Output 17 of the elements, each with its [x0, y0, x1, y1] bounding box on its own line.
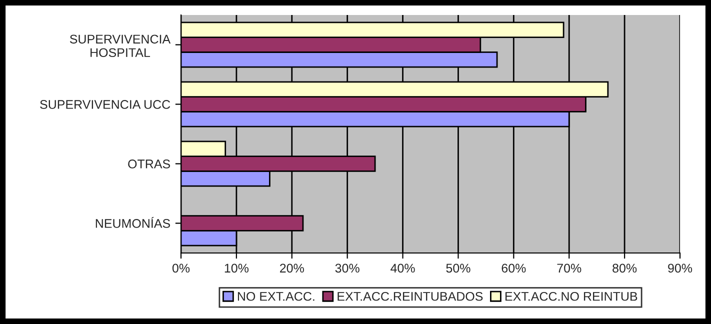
- y-tick-label: SUPERVIVENCIA HOSPITAL: [70, 34, 171, 58]
- x-tick-label: 60%: [502, 264, 526, 273]
- x-tick-label: 90%: [668, 264, 692, 273]
- x-tick-label: 10%: [224, 264, 249, 273]
- y-tick-label: NEUMONÍAS: [96, 216, 170, 228]
- y-tick-label: OTRAS: [128, 160, 170, 168]
- x-tick-label: 40%: [390, 264, 415, 273]
- legend-label: NO EXT.ACC.: [238, 292, 314, 301]
- x-tick-label: 0%: [172, 264, 190, 273]
- x-tick-label: 70%: [557, 264, 582, 273]
- legend-label: EXT.ACC.REINTUBADOS: [338, 292, 483, 301]
- x-tick-label: 50%: [446, 264, 470, 273]
- x-tick-label: 20%: [280, 264, 304, 273]
- x-tick-label: 30%: [335, 264, 360, 273]
- y-tick-label: SUPERVIVENCIA UCC: [40, 100, 170, 109]
- legend-label: EXT.ACC.NO REINTUB: [505, 292, 638, 301]
- x-tick-label: 80%: [612, 264, 637, 273]
